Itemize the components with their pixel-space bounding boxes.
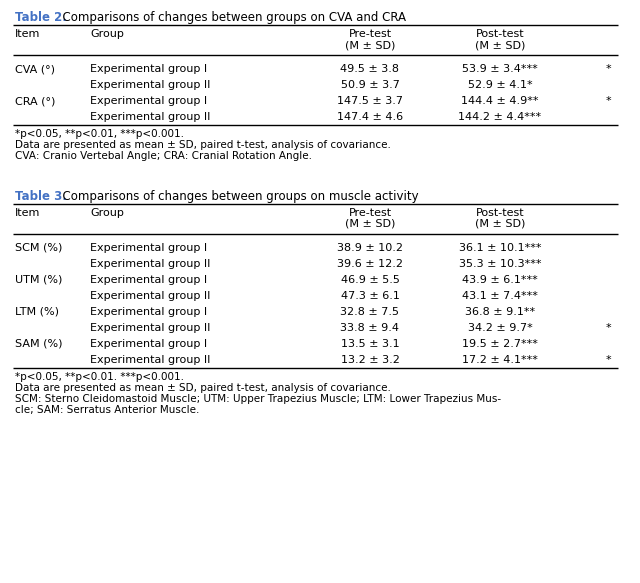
Text: 144.2 ± 4.4***: 144.2 ± 4.4***: [458, 112, 541, 122]
Text: 39.6 ± 12.2: 39.6 ± 12.2: [337, 259, 403, 269]
Text: Post-test: Post-test: [476, 29, 524, 39]
Text: (M ± SD): (M ± SD): [345, 40, 395, 50]
Text: Pre-test: Pre-test: [348, 29, 392, 39]
Text: 49.5 ± 3.8: 49.5 ± 3.8: [340, 64, 399, 74]
Text: 38.9 ± 10.2: 38.9 ± 10.2: [337, 243, 403, 253]
Text: cle; SAM: Serratus Anterior Muscle.: cle; SAM: Serratus Anterior Muscle.: [15, 405, 200, 415]
Text: *: *: [605, 64, 611, 74]
Text: 43.1 ± 7.4***: 43.1 ± 7.4***: [462, 291, 538, 301]
Text: 50.9 ± 3.7: 50.9 ± 3.7: [340, 80, 399, 90]
Text: (M ± SD): (M ± SD): [475, 219, 525, 229]
Text: Group: Group: [90, 208, 124, 218]
Text: Experimental group I: Experimental group I: [90, 96, 207, 106]
Text: 32.8 ± 7.5: 32.8 ± 7.5: [340, 307, 399, 317]
Text: Experimental group I: Experimental group I: [90, 275, 207, 285]
Text: Data are presented as mean ± SD, paired t-test, analysis of covariance.: Data are presented as mean ± SD, paired …: [15, 383, 391, 393]
Text: 34.2 ± 9.7*: 34.2 ± 9.7*: [468, 323, 532, 333]
Text: Comparisons of changes between groups on CVA and CRA: Comparisons of changes between groups on…: [55, 11, 406, 24]
Text: CVA (°): CVA (°): [15, 64, 55, 74]
Text: 36.1 ± 10.1***: 36.1 ± 10.1***: [459, 243, 541, 253]
Text: LTM (%): LTM (%): [15, 307, 59, 317]
Text: UTM (%): UTM (%): [15, 275, 62, 285]
Text: CRA (°): CRA (°): [15, 96, 56, 106]
Text: Item: Item: [15, 208, 40, 218]
Text: Experimental group I: Experimental group I: [90, 307, 207, 317]
Text: Group: Group: [90, 29, 124, 39]
Text: 33.8 ± 9.4: 33.8 ± 9.4: [340, 323, 399, 333]
Text: Experimental group II: Experimental group II: [90, 291, 211, 301]
Text: Experimental group II: Experimental group II: [90, 80, 211, 90]
Text: Table 3.: Table 3.: [15, 190, 67, 203]
Text: *: *: [605, 96, 611, 106]
Text: 47.3 ± 6.1: 47.3 ± 6.1: [340, 291, 399, 301]
Text: 13.5 ± 3.1: 13.5 ± 3.1: [340, 339, 399, 349]
Text: 13.2 ± 3.2: 13.2 ± 3.2: [340, 355, 399, 365]
Text: 35.3 ± 10.3***: 35.3 ± 10.3***: [459, 259, 541, 269]
Text: *p<0.05, **p<0.01, ***p<0.001.: *p<0.05, **p<0.01, ***p<0.001.: [15, 129, 184, 139]
Text: Table 2.: Table 2.: [15, 11, 67, 24]
Text: 46.9 ± 5.5: 46.9 ± 5.5: [340, 275, 399, 285]
Text: Experimental group II: Experimental group II: [90, 323, 211, 333]
Text: 17.2 ± 4.1***: 17.2 ± 4.1***: [462, 355, 538, 365]
Text: 43.9 ± 6.1***: 43.9 ± 6.1***: [462, 275, 538, 285]
Text: 147.4 ± 4.6: 147.4 ± 4.6: [337, 112, 403, 122]
Text: 52.9 ± 4.1*: 52.9 ± 4.1*: [468, 80, 532, 90]
Text: (M ± SD): (M ± SD): [475, 40, 525, 50]
Text: *: *: [605, 355, 611, 365]
Text: SCM: Sterno Cleidomastoid Muscle; UTM: Upper Trapezius Muscle; LTM: Lower Trapez: SCM: Sterno Cleidomastoid Muscle; UTM: U…: [15, 394, 501, 404]
Text: Pre-test: Pre-test: [348, 208, 392, 218]
Text: 53.9 ± 3.4***: 53.9 ± 3.4***: [462, 64, 538, 74]
Text: 144.4 ± 4.9**: 144.4 ± 4.9**: [461, 96, 539, 106]
Text: Experimental group II: Experimental group II: [90, 355, 211, 365]
Text: Item: Item: [15, 29, 40, 39]
Text: Experimental group II: Experimental group II: [90, 112, 211, 122]
Text: 147.5 ± 3.7: 147.5 ± 3.7: [337, 96, 403, 106]
Text: Experimental group I: Experimental group I: [90, 243, 207, 253]
Text: Experimental group I: Experimental group I: [90, 64, 207, 74]
Text: *p<0.05, **p<0.01. ***p<0.001.: *p<0.05, **p<0.01. ***p<0.001.: [15, 372, 184, 382]
Text: SCM (%): SCM (%): [15, 243, 62, 253]
Text: Experimental group II: Experimental group II: [90, 259, 211, 269]
Text: CVA: Cranio Vertebal Angle; CRA: Cranial Rotation Angle.: CVA: Cranio Vertebal Angle; CRA: Cranial…: [15, 151, 312, 161]
Text: Comparisons of changes between groups on muscle activity: Comparisons of changes between groups on…: [55, 190, 419, 203]
Text: (M ± SD): (M ± SD): [345, 219, 395, 229]
Text: Experimental group I: Experimental group I: [90, 339, 207, 349]
Text: Post-test: Post-test: [476, 208, 524, 218]
Text: *: *: [605, 323, 611, 333]
Text: SAM (%): SAM (%): [15, 339, 63, 349]
Text: Data are presented as mean ± SD, paired t-test, analysis of covariance.: Data are presented as mean ± SD, paired …: [15, 140, 391, 150]
Text: 19.5 ± 2.7***: 19.5 ± 2.7***: [462, 339, 538, 349]
Text: 36.8 ± 9.1**: 36.8 ± 9.1**: [465, 307, 535, 317]
